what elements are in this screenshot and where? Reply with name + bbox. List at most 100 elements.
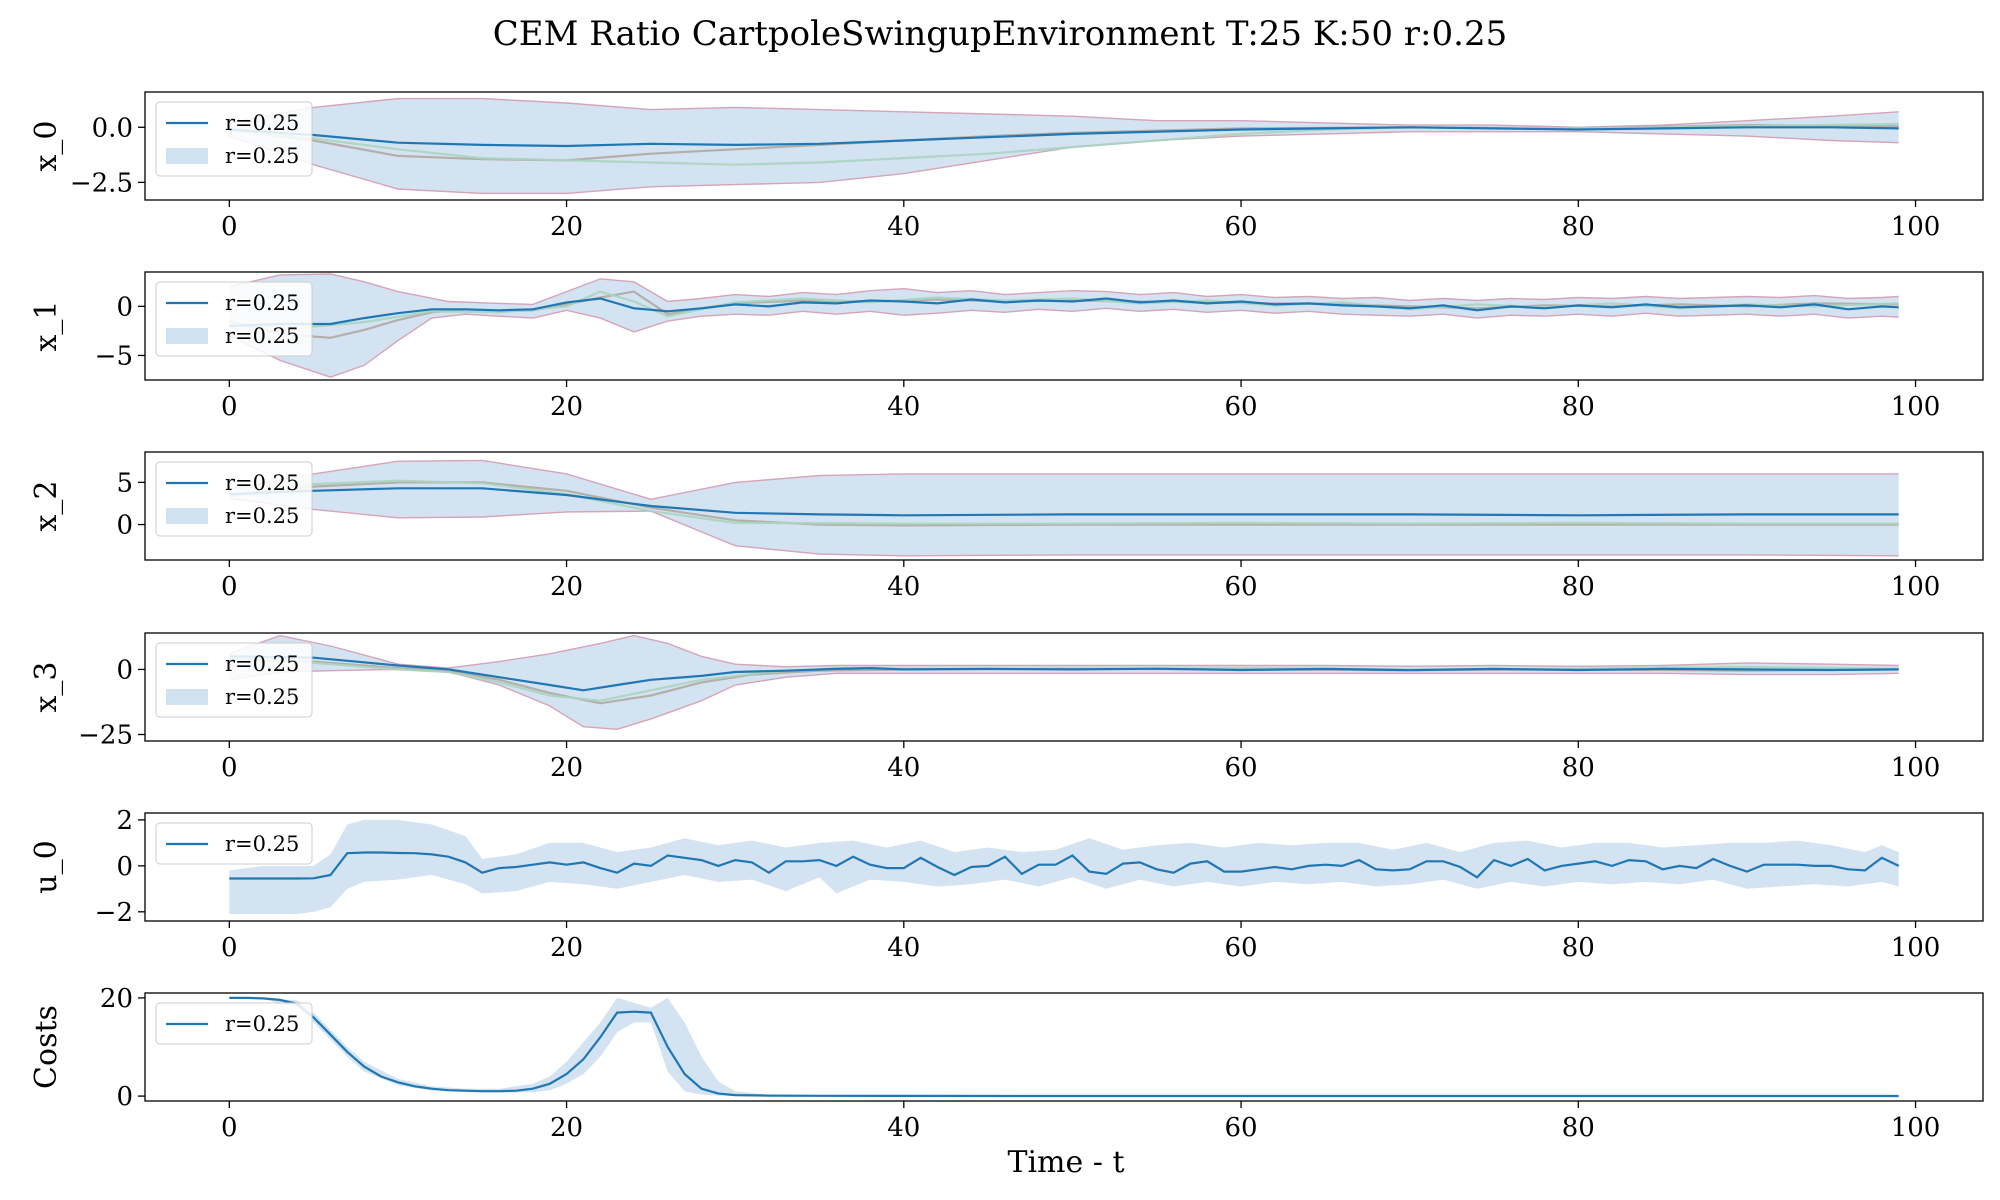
legend-label: r=0.25: [225, 144, 299, 168]
band-lower-edge: [228, 307, 1899, 378]
x-tick-label: 60: [1225, 753, 1258, 783]
x-tick-label: 100: [1891, 572, 1941, 602]
x-tick-label: 20: [550, 572, 583, 602]
subplot-x-1: 0 20 40 60 80 100 0 −5 x_1 r=0.25 r=0.25: [29, 271, 1984, 422]
legend-band-swatch: [166, 328, 208, 344]
x-tick-label: 0: [221, 753, 238, 783]
band-upper-edge: [229, 634, 1899, 669]
legend-label: r=0.25: [225, 832, 299, 856]
x-tick-label: 40: [887, 753, 920, 783]
legend: r=0.25 r=0.25: [155, 461, 313, 537]
subplot-x-2: 0 20 40 60 80 100 5 0 x_2 r=0.25 r=0.25: [29, 451, 1984, 602]
legend-label: r=0.25: [225, 291, 299, 315]
mean-line: [229, 996, 1899, 1098]
legend-label: r=0.25: [225, 1012, 299, 1036]
plot-area: [228, 273, 1899, 378]
x-tick-label: 40: [887, 392, 920, 422]
plot-frame: [144, 271, 1984, 381]
mean-line: [229, 655, 1899, 692]
y-axis-label: Costs: [29, 1005, 64, 1089]
legend: r=0.25 r=0.25: [155, 101, 313, 177]
confidence-band: [229, 460, 1899, 556]
x-tick-label: 60: [1225, 933, 1258, 963]
legend-label: r=0.25: [225, 685, 299, 709]
x-tick-label: 60: [1225, 212, 1258, 242]
plot-frame: [144, 91, 1984, 201]
x-tick-label: 80: [1562, 1113, 1595, 1143]
confidence-band: [229, 635, 1899, 730]
x-tick-label: 40: [887, 933, 920, 963]
x-tick-label: 20: [550, 753, 583, 783]
legend: r=0.25 r=0.25: [155, 642, 313, 718]
mean-line: [229, 487, 1899, 517]
x-tick-label: 80: [1562, 572, 1595, 602]
plot-frame: [144, 632, 1984, 742]
x-tick-label: 20: [550, 1113, 583, 1143]
y-tick-label: 20: [100, 984, 133, 1014]
plot-area: [229, 97, 1899, 195]
subplot-x-3: 0 20 40 60 80 100 0 −25 x_3 r=0.25 r=0.25: [29, 632, 1984, 783]
y-tick-label: −25: [78, 720, 133, 750]
legend-label: r=0.25: [225, 652, 299, 676]
legend-label: r=0.25: [225, 111, 299, 135]
subplot-costs: 0 20 40 60 80 100 20 0 Costs r=0.25: [29, 984, 1984, 1143]
y-tick-label: 2: [116, 806, 133, 836]
x-tick-label: 20: [550, 392, 583, 422]
confidence-band: [229, 98, 1899, 194]
x-tick-label: 40: [887, 212, 920, 242]
legend: r=0.25: [155, 1002, 313, 1045]
legend-box: [155, 822, 313, 865]
subplot-x-0: 0 20 40 60 80 100 0.0 −2.5x_0 r=0.25 r=0.25: [29, 91, 1984, 242]
confidence-band: [229, 274, 1899, 378]
x-tick-label: 100: [1891, 933, 1941, 963]
band-upper-edge: [229, 97, 1899, 129]
x-tick-label: 0: [221, 933, 238, 963]
y-tick-label: 0: [116, 655, 133, 685]
x-tick-label: 80: [1562, 753, 1595, 783]
plot-frame: [144, 992, 1984, 1102]
mean-line: [229, 851, 1900, 880]
y-tick-label: 0: [116, 1082, 133, 1112]
y-axis-label: x_2: [29, 480, 64, 531]
other-trajectory-line: [229, 479, 1899, 525]
y-tick-label: 0.0: [92, 113, 133, 143]
x-tick-label: 100: [1891, 1113, 1941, 1143]
legend: r=0.25 r=0.25: [155, 281, 313, 357]
legend-box: [155, 1002, 313, 1045]
legend-band-swatch: [166, 508, 208, 524]
y-tick-label: 0: [116, 511, 133, 541]
plot-frame: [144, 451, 1984, 561]
x-tick-label: 60: [1225, 572, 1258, 602]
legend-band-swatch: [166, 689, 208, 705]
legend-label: r=0.25: [225, 504, 299, 528]
band-lower-edge: [229, 497, 1899, 557]
x-tick-label: 100: [1891, 212, 1941, 242]
confidence-band: [229, 997, 1899, 1097]
x-tick-label: 60: [1225, 1113, 1258, 1143]
x-tick-label: 80: [1562, 392, 1595, 422]
confidence-band: [229, 819, 1899, 915]
plot-area: [229, 459, 1899, 557]
x-tick-label: 100: [1891, 392, 1941, 422]
chart-title: CEM Ratio CartpoleSwingupEnvironment T:2…: [492, 14, 1508, 54]
plot-frame: [144, 812, 1984, 922]
x-tick-label: 40: [887, 1113, 920, 1143]
plot-area: [229, 819, 1900, 915]
x-tick-label: 80: [1562, 212, 1595, 242]
mean-line: [229, 126, 1899, 148]
plot-area: [229, 634, 1899, 731]
plot-area: [229, 996, 1899, 1098]
band-upper-edge: [229, 273, 1899, 306]
y-axis-label: x_3: [29, 661, 64, 712]
x-tick-label: 40: [887, 572, 920, 602]
legend-band-swatch: [166, 148, 208, 164]
x-tick-label: 0: [221, 1113, 238, 1143]
legend-label: r=0.25: [225, 471, 299, 495]
y-axis-label: x_1: [29, 300, 64, 351]
mean-line: [229, 297, 1899, 328]
x-tick-label: 20: [550, 212, 583, 242]
x-tick-label: 0: [221, 392, 238, 422]
band-upper-edge: [229, 459, 1899, 501]
x-axis-label: Time - t: [1007, 1145, 1124, 1180]
